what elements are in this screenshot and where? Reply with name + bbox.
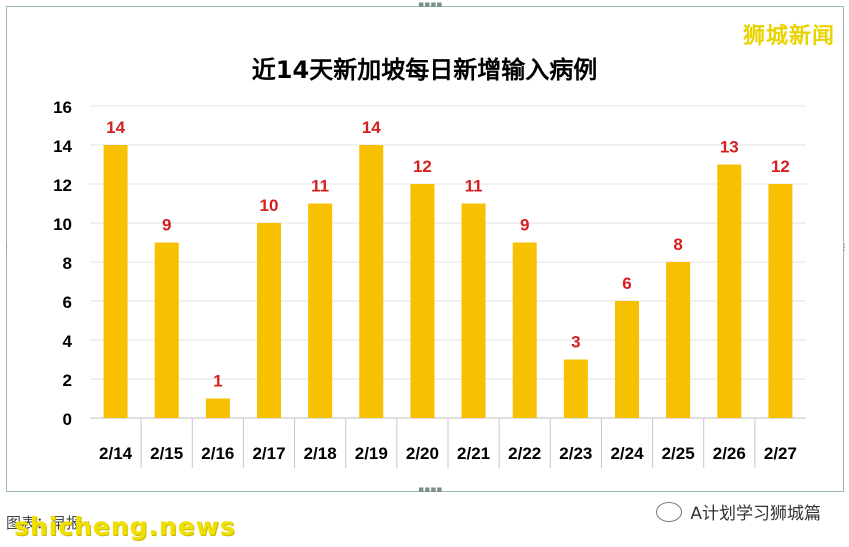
y-tick-label: 8 xyxy=(63,254,72,273)
x-tick-label: 2/18 xyxy=(304,444,337,463)
resize-handle-right[interactable]: ⋮ xyxy=(840,243,849,253)
bar xyxy=(359,145,384,418)
y-tick-label: 16 xyxy=(53,98,72,117)
wechat-account: A计划学习狮城篇 xyxy=(656,499,821,524)
resize-handle-top[interactable]: ▪▪▪▪ xyxy=(418,0,443,10)
y-tick-label: 4 xyxy=(63,332,73,351)
x-tick-label: 2/25 xyxy=(662,444,695,463)
y-tick-label: 14 xyxy=(53,137,72,156)
x-tick-label: 2/20 xyxy=(406,444,439,463)
x-tick-label: 2/19 xyxy=(355,444,388,463)
y-tick-label: 0 xyxy=(63,410,72,429)
y-tick-label: 10 xyxy=(53,215,72,234)
wechat-account-name: A计划学习狮城篇 xyxy=(690,504,821,524)
x-tick-label: 2/16 xyxy=(201,444,234,463)
x-tick-label: 2/26 xyxy=(713,444,746,463)
bar xyxy=(615,301,639,418)
data-label: 11 xyxy=(465,177,483,196)
data-label: 8 xyxy=(673,235,682,254)
bar xyxy=(154,242,179,418)
data-label: 1 xyxy=(213,372,222,391)
resize-handle-left[interactable]: ⋮ xyxy=(2,243,11,253)
bar xyxy=(308,203,333,418)
y-tick-label: 2 xyxy=(63,371,72,390)
x-tick-label: 2/27 xyxy=(764,444,797,463)
resize-handle-bottom[interactable]: ▪▪▪▪ xyxy=(418,485,443,495)
x-tick-label: 2/24 xyxy=(610,444,644,463)
x-tick-label: 2/15 xyxy=(150,444,183,463)
data-label: 12 xyxy=(413,157,432,176)
data-label: 12 xyxy=(771,157,790,176)
bar xyxy=(257,223,281,418)
x-tick-label: 2/23 xyxy=(559,444,592,463)
bar xyxy=(410,184,435,418)
x-tick-label: 2/17 xyxy=(252,444,285,463)
bar xyxy=(461,203,486,418)
bar xyxy=(103,145,128,418)
data-label: 9 xyxy=(520,216,529,235)
chart-title: 近14天新加坡每日新增输入病例 xyxy=(251,56,598,84)
x-tick-label: 2/22 xyxy=(508,444,541,463)
data-label: 14 xyxy=(362,118,381,137)
watermark: shicheng.news xyxy=(14,512,236,541)
y-tick-label: 6 xyxy=(63,293,72,312)
data-label: 6 xyxy=(622,274,631,293)
x-tick-label: 2/21 xyxy=(457,444,490,463)
data-label: 13 xyxy=(720,138,739,157)
x-tick-label: 2/14 xyxy=(99,444,133,463)
data-label: 14 xyxy=(106,118,125,137)
bar xyxy=(666,262,691,418)
bar xyxy=(512,242,537,418)
bar xyxy=(768,184,793,418)
bar xyxy=(205,398,230,418)
brand-logo: 狮城新闻 xyxy=(742,24,835,49)
wechat-icon xyxy=(656,501,683,522)
bar xyxy=(563,359,588,418)
bar xyxy=(717,164,742,418)
y-tick-label: 12 xyxy=(53,176,72,195)
data-label: 9 xyxy=(162,216,171,235)
data-label: 10 xyxy=(260,196,279,215)
data-label: 11 xyxy=(311,177,329,196)
data-label: 3 xyxy=(571,333,580,352)
source-caption: 图表：早报 · xyxy=(6,514,91,532)
